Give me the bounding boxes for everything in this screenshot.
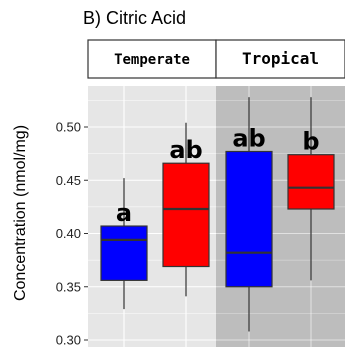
significance-label: a xyxy=(116,199,132,227)
y-tick-label: 0.50 xyxy=(56,120,81,135)
y-tick-label: 0.40 xyxy=(56,226,81,241)
box-body xyxy=(226,151,272,286)
significance-label: ab xyxy=(169,136,202,164)
y-tick-label: 0.35 xyxy=(56,279,81,294)
tick-layer: 0.30 0.35 0.40 0.45 0.50 xyxy=(56,120,88,347)
box-body xyxy=(288,155,334,209)
significance-label: ab xyxy=(232,124,265,152)
y-tick-label: 0.45 xyxy=(56,173,81,188)
box-body xyxy=(163,163,209,266)
significance-label: b xyxy=(302,128,319,156)
facet-label-temperate: Temperate xyxy=(114,52,190,68)
box-body xyxy=(101,226,147,280)
y-axis-label: Concentration (nmol/mg) xyxy=(12,125,29,301)
facet-label-tropical: Tropical xyxy=(242,49,319,68)
y-tick-label: 0.30 xyxy=(56,333,81,347)
chart-title: B) Citric Acid xyxy=(83,8,186,28)
